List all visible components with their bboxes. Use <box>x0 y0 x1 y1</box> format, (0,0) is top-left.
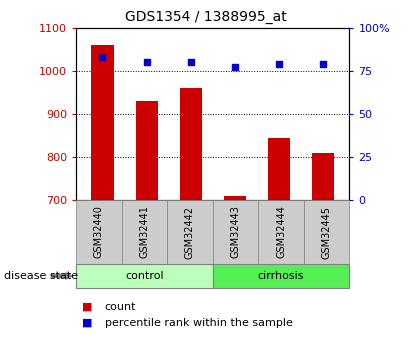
Point <box>320 61 326 67</box>
Text: control: control <box>125 271 164 281</box>
Bar <box>312 152 334 200</box>
Text: ■: ■ <box>82 302 93 312</box>
Text: GSM32440: GSM32440 <box>94 206 104 258</box>
Text: count: count <box>105 302 136 312</box>
Point <box>275 61 282 67</box>
Point <box>231 65 238 70</box>
Text: cirrhosis: cirrhosis <box>258 271 304 281</box>
Text: ■: ■ <box>82 318 93 327</box>
Text: GDS1354 / 1388995_at: GDS1354 / 1388995_at <box>125 10 286 24</box>
Text: GSM32445: GSM32445 <box>321 206 332 258</box>
Text: disease state: disease state <box>4 271 78 281</box>
Point <box>143 59 150 65</box>
Point <box>99 54 106 60</box>
Bar <box>92 45 113 200</box>
Bar <box>136 101 157 200</box>
Text: percentile rank within the sample: percentile rank within the sample <box>105 318 293 327</box>
Text: GSM32443: GSM32443 <box>231 206 240 258</box>
Text: GSM32441: GSM32441 <box>139 206 149 258</box>
Text: GSM32444: GSM32444 <box>276 206 286 258</box>
Text: GSM32442: GSM32442 <box>185 206 195 258</box>
Bar <box>268 138 290 200</box>
Bar <box>180 88 202 200</box>
Point <box>187 59 194 65</box>
Bar <box>224 196 246 200</box>
